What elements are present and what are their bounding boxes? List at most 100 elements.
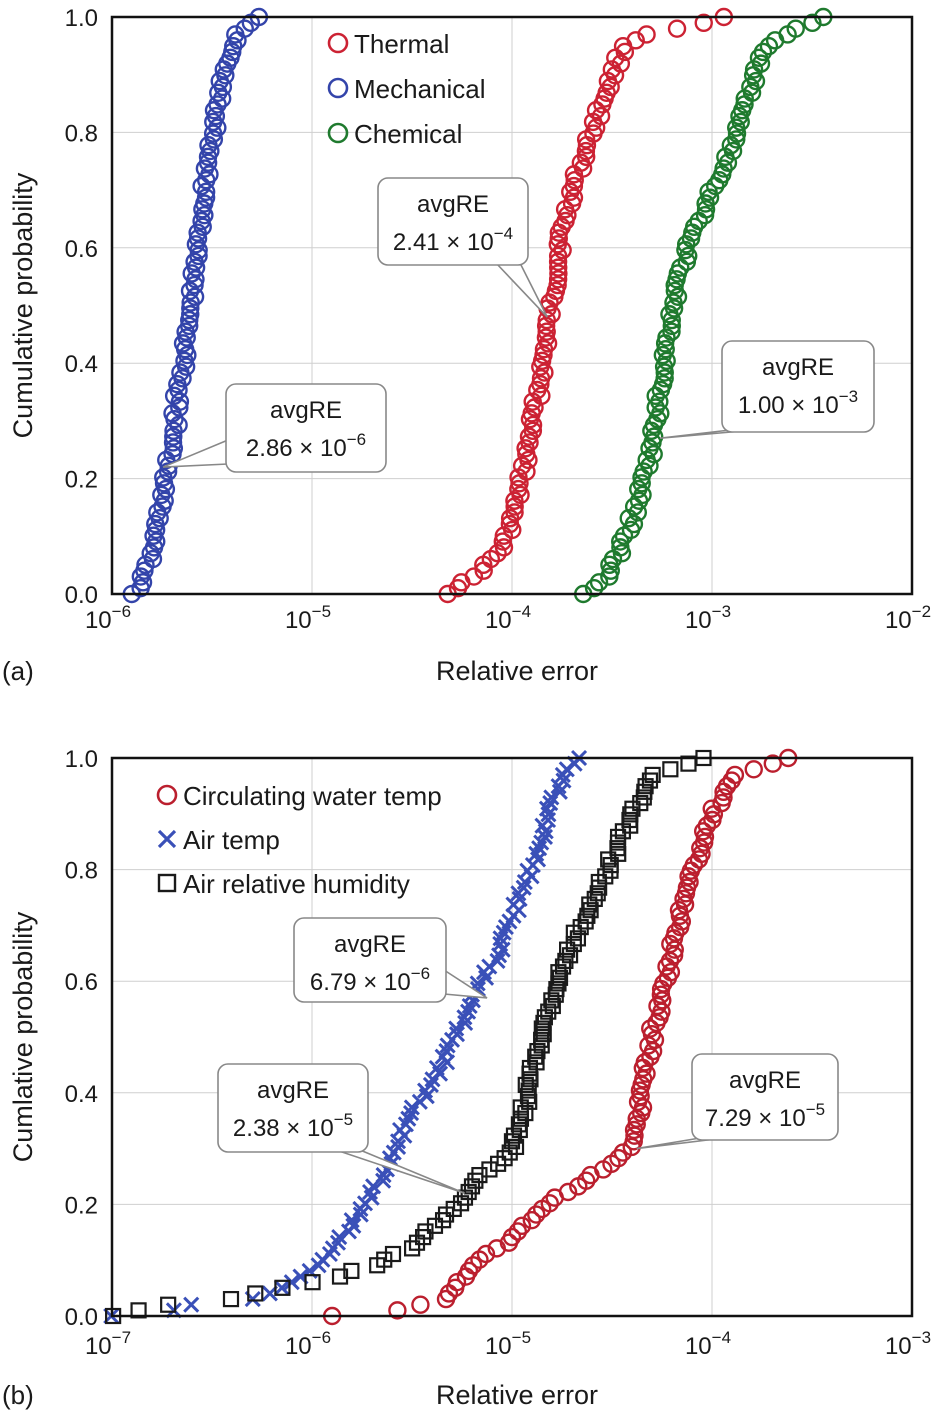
data-point [577,1171,596,1190]
callout-avgre: avgRE 2.41 × 10−4 [377,177,548,318]
data-point [551,783,568,800]
data-point [609,1148,628,1168]
y-tick-label: 0.2 [65,467,98,494]
callout-box [691,1053,839,1141]
callout-value: 2.38 × 10−5 [233,1110,353,1142]
callout-box [293,917,447,1003]
data-point [464,567,484,586]
data-point [502,1227,522,1247]
callout-box [225,383,387,473]
data-point [283,1274,300,1291]
data-point [209,83,228,102]
series-air-relative-humidity [105,749,712,1325]
data-point [537,322,556,341]
data-point [577,913,594,930]
data-point [533,1031,550,1048]
data-point [535,1026,552,1043]
data-point [641,1019,660,1038]
data-point [533,1020,550,1037]
data-point [208,95,227,114]
data-point [183,1296,200,1313]
data-point [507,1138,525,1156]
data-point [727,118,746,137]
data-point [185,287,205,306]
data-point [544,997,561,1015]
y-tick-label: 1.0 [65,746,98,773]
data-point [481,1161,498,1178]
data-point [414,1228,432,1246]
data-point [512,456,532,475]
data-point [549,264,568,283]
data-point [561,947,579,964]
data-point [597,868,614,885]
data-point [376,1251,393,1268]
data-point [664,299,684,318]
data-point [648,996,667,1016]
x-tick-label: 10−2 [885,602,931,634]
data-point [522,1210,542,1230]
legend-entry: Air temp [183,825,280,855]
data-point [548,246,568,266]
data-point [548,270,568,289]
callout-avgre: avgRE 2.38 × 10−5 [217,1063,465,1194]
y-tick-label: 0.4 [65,351,98,378]
callout-value: 2.86 × 10−6 [246,430,366,462]
data-point [661,962,681,982]
data-point [180,281,200,301]
data-point [634,462,653,481]
data-point [676,240,695,260]
data-point [548,980,565,998]
panel-label: (b) [2,1380,34,1410]
data-point [164,421,183,441]
data-point [569,930,587,947]
data-point [550,975,567,992]
data-point [411,1295,430,1314]
data-point [744,760,763,779]
x-tick-label: 10−3 [885,1328,931,1360]
data-point [496,1150,513,1167]
data-point [181,299,200,318]
legend-entry: Thermal [354,29,449,59]
data-point [555,772,572,789]
data-point [763,754,783,773]
data-point [662,316,682,336]
data-point [662,322,681,341]
data-point [467,1172,484,1189]
data-point [235,19,254,38]
data-point [600,851,617,868]
series-air-temp [103,749,588,1325]
data-point [515,879,532,896]
data-point [343,1212,360,1229]
panel-label: (a) [2,656,34,686]
data-point [438,1043,455,1060]
data-point [505,503,524,522]
data-point [576,147,596,167]
data-point [352,1206,369,1223]
series-circulating-water-temp [322,748,798,1326]
legend-entry: Chemical [354,119,462,149]
x-axis-label: Relative error [436,656,598,686]
data-point [189,246,208,266]
data-point [447,1272,467,1292]
data-point [586,101,606,120]
callout-box [721,340,875,433]
data-point [343,1262,360,1280]
data-point [662,761,679,778]
data-point [210,71,229,91]
data-point [517,1076,534,1094]
data-point [627,1115,646,1134]
data-point [417,1223,434,1240]
y-tick-label: 0.6 [65,236,98,263]
legend-marker [157,873,177,893]
data-point [619,509,638,528]
data-point [196,188,216,207]
callout-pointer [636,1137,725,1150]
data-point [403,1240,421,1257]
data-point [517,1104,534,1122]
data-point [669,900,689,920]
data-point [543,992,560,1009]
data-point [636,783,653,800]
legend-marker [327,32,349,54]
data-point [517,444,536,464]
data-point [632,474,651,493]
